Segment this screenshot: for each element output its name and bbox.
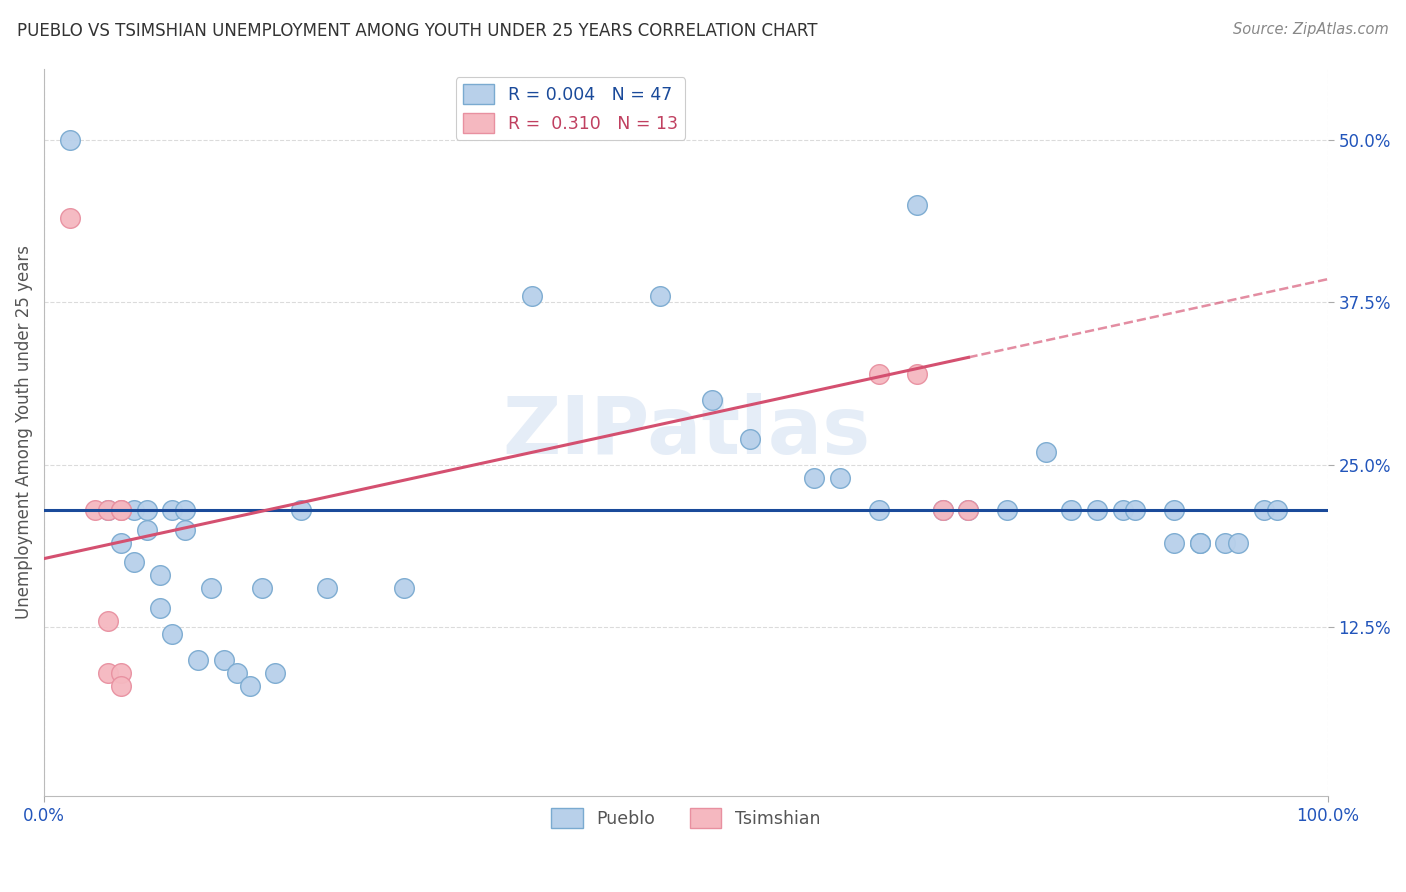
- Point: [1188, 536, 1211, 550]
- Point: [97, 665, 120, 680]
- Point: [803, 471, 825, 485]
- Point: [740, 432, 762, 446]
- Point: [905, 367, 928, 381]
- Point: [905, 198, 928, 212]
- Point: [212, 653, 235, 667]
- Legend: Pueblo, Tsimshian: Pueblo, Tsimshian: [544, 801, 828, 835]
- Point: [110, 503, 132, 517]
- Point: [290, 503, 312, 517]
- Point: [174, 523, 197, 537]
- Point: [252, 582, 274, 596]
- Point: [1163, 503, 1185, 517]
- Point: [97, 614, 120, 628]
- Point: [110, 679, 132, 693]
- Point: [1111, 503, 1133, 517]
- Point: [225, 665, 247, 680]
- Point: [1188, 536, 1211, 550]
- Point: [1125, 503, 1147, 517]
- Point: [957, 503, 980, 517]
- Point: [1253, 503, 1275, 517]
- Point: [520, 289, 543, 303]
- Point: [59, 133, 82, 147]
- Point: [1085, 503, 1108, 517]
- Point: [135, 503, 157, 517]
- Point: [264, 665, 287, 680]
- Point: [392, 582, 415, 596]
- Point: [1213, 536, 1236, 550]
- Point: [200, 582, 222, 596]
- Point: [1227, 536, 1250, 550]
- Point: [1060, 503, 1083, 517]
- Point: [957, 503, 980, 517]
- Point: [110, 503, 132, 517]
- Point: [830, 471, 852, 485]
- Point: [97, 503, 120, 517]
- Point: [932, 503, 955, 517]
- Point: [700, 392, 723, 407]
- Point: [84, 503, 107, 517]
- Point: [59, 211, 82, 225]
- Point: [315, 582, 337, 596]
- Point: [174, 503, 197, 517]
- Point: [110, 665, 132, 680]
- Point: [650, 289, 672, 303]
- Point: [932, 503, 955, 517]
- Point: [97, 503, 120, 517]
- Point: [868, 367, 890, 381]
- Point: [187, 653, 209, 667]
- Point: [1265, 503, 1288, 517]
- Point: [122, 503, 145, 517]
- Point: [1035, 445, 1057, 459]
- Point: [122, 556, 145, 570]
- Point: [149, 601, 172, 615]
- Point: [110, 536, 132, 550]
- Point: [995, 503, 1018, 517]
- Text: ZIPatlas: ZIPatlas: [502, 393, 870, 472]
- Point: [868, 503, 890, 517]
- Point: [238, 679, 260, 693]
- Point: [135, 523, 157, 537]
- Y-axis label: Unemployment Among Youth under 25 years: Unemployment Among Youth under 25 years: [15, 245, 32, 619]
- Point: [1163, 536, 1185, 550]
- Point: [162, 627, 184, 641]
- Point: [149, 568, 172, 582]
- Text: Source: ZipAtlas.com: Source: ZipAtlas.com: [1233, 22, 1389, 37]
- Point: [162, 503, 184, 517]
- Text: PUEBLO VS TSIMSHIAN UNEMPLOYMENT AMONG YOUTH UNDER 25 YEARS CORRELATION CHART: PUEBLO VS TSIMSHIAN UNEMPLOYMENT AMONG Y…: [17, 22, 817, 40]
